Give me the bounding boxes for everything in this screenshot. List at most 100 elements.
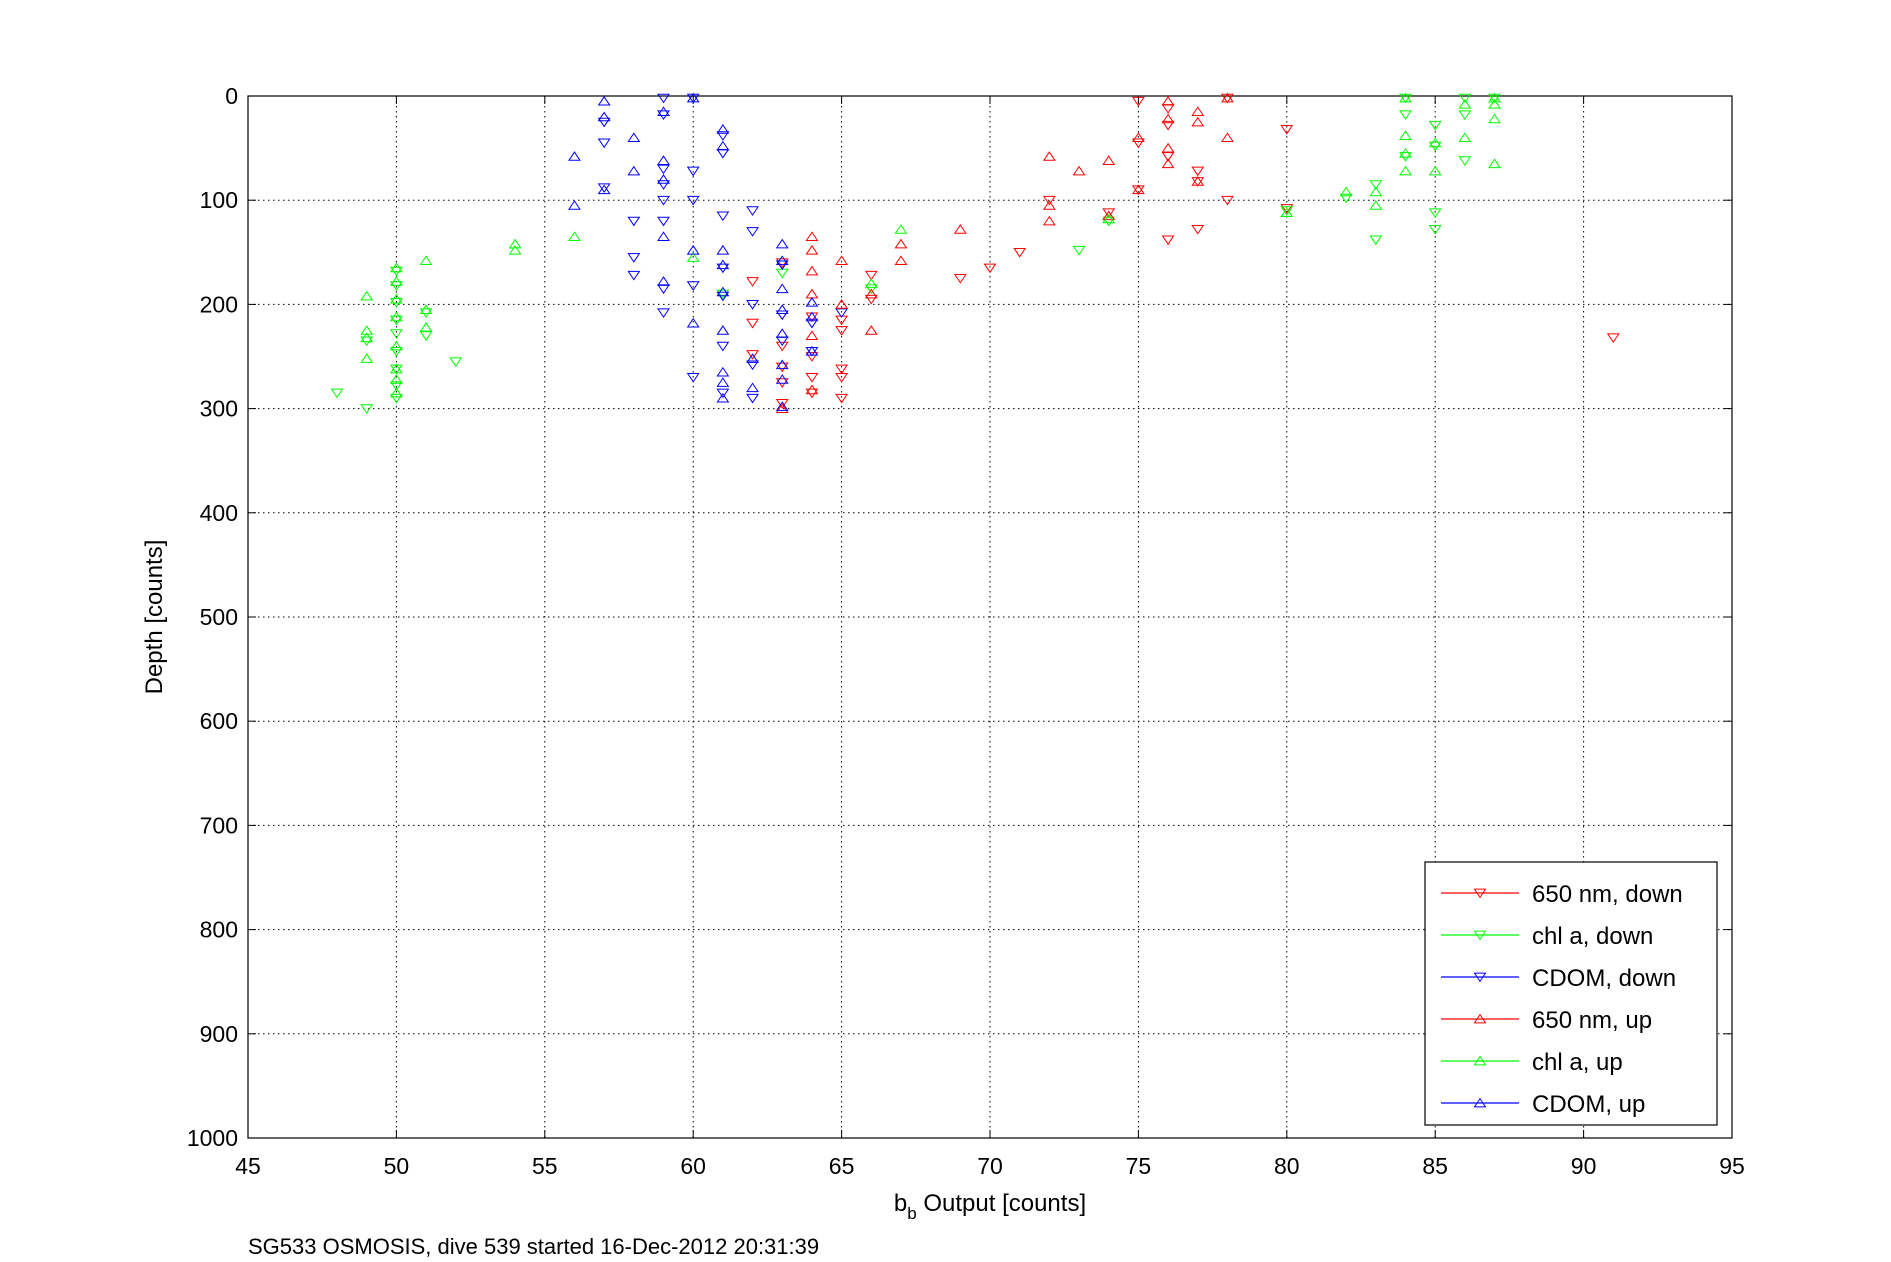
- x-tick-label: 50: [384, 1153, 410, 1179]
- point-650-nm-down: [1280, 204, 1294, 214]
- point-chl-a-down: [419, 331, 433, 341]
- point-cdom-up: [597, 111, 611, 122]
- point-650-nm-down: [835, 364, 849, 375]
- y-tick-label: 200: [200, 291, 238, 317]
- point-650-nm-down: [864, 294, 878, 305]
- point-chl-a-up: [1488, 99, 1501, 109]
- point-cdom-down: [686, 166, 700, 177]
- point-650-nm-up: [1161, 95, 1175, 106]
- legend-item-cdom-up: CDOM, up: [1441, 1091, 1645, 1118]
- figure-caption: SG533 OSMOSIS, dive 539 started 16-Dec-2…: [248, 1234, 819, 1259]
- point-650-nm-up: [1102, 155, 1116, 165]
- point-chl-a-down: [449, 357, 463, 368]
- point-chl-a-up: [1369, 186, 1383, 197]
- point-650-nm-down: [1013, 247, 1027, 258]
- point-650-nm-down: [1161, 152, 1175, 162]
- point-chl-a-down: [1399, 110, 1412, 121]
- y-tick-label: 600: [200, 708, 238, 734]
- point-650-nm-down: [746, 277, 759, 287]
- point-cdom-up: [686, 244, 700, 255]
- point-chl-a-up: [389, 262, 403, 273]
- point-chl-a-up: [1428, 165, 1442, 176]
- point-650-nm-up: [805, 244, 819, 255]
- point-cdom-down: [716, 131, 730, 141]
- y-tick-label: 800: [200, 917, 238, 943]
- point-chl-a-up: [389, 387, 403, 398]
- point-chl-a-up: [360, 332, 374, 343]
- legend-marker: [1473, 1055, 1487, 1066]
- point-650-nm-down: [1102, 208, 1116, 219]
- point-cdom-up: [686, 317, 700, 328]
- point-650-nm-up: [835, 255, 849, 265]
- point-650-nm-up: [1072, 165, 1086, 176]
- point-cdom-down: [805, 318, 819, 329]
- point-chl-a-up: [894, 224, 908, 234]
- x-tick-label: 70: [977, 1153, 1003, 1179]
- point-650-nm-down: [1131, 138, 1145, 149]
- legend-label: CDOM, down: [1532, 965, 1676, 992]
- grid-lines: [248, 96, 1732, 1138]
- point-chl-a-up: [686, 252, 700, 262]
- point-chl-a-up: [389, 374, 403, 384]
- point-cdom-down: [657, 216, 670, 227]
- point-chl-a-down: [389, 393, 403, 404]
- point-650-nm-down: [775, 258, 789, 269]
- point-cdom-up: [597, 95, 611, 106]
- legend-marker: [1473, 930, 1487, 941]
- point-cdom-up: [716, 366, 730, 377]
- point-650-nm-up: [1191, 176, 1205, 186]
- x-tick-label: 60: [680, 1153, 706, 1179]
- point-chl-a-down: [864, 284, 878, 295]
- point-cdom-up: [657, 174, 670, 184]
- point-chl-a-down: [1369, 235, 1383, 246]
- x-tick-label: 90: [1571, 1153, 1597, 1179]
- legend-item-chl-a-down: chl a, down: [1441, 923, 1653, 950]
- point-cdom-down: [657, 164, 670, 175]
- point-chl-a-down: [389, 381, 403, 391]
- point-cdom-up: [746, 353, 759, 363]
- point-chl-a-up: [360, 353, 374, 363]
- x-tick-labels: 45 50 55 60 65 70 75 80 85 90 95: [235, 1153, 1745, 1179]
- point-chl-a-down: [389, 329, 403, 339]
- legend-box: [1424, 861, 1718, 1126]
- point-650-nm-down: [1161, 120, 1175, 131]
- point-chl-a-up: [1102, 213, 1116, 224]
- point-chl-a-up: [360, 325, 374, 335]
- point-chl-a-up: [1488, 158, 1501, 169]
- point-chl-a-up: [389, 340, 403, 351]
- point-chl-a-up: [508, 244, 522, 255]
- point-650-nm-down: [1221, 195, 1234, 206]
- point-cdom-down: [686, 372, 700, 383]
- point-cdom-up: [716, 377, 730, 387]
- point-650-nm-up: [805, 384, 819, 395]
- legend-marker: [1473, 972, 1487, 983]
- x-tick-label: 45: [235, 1153, 261, 1179]
- point-cdom-down: [746, 206, 759, 216]
- point-cdom-down: [657, 195, 670, 206]
- point-cdom-up: [627, 165, 641, 176]
- point-650-nm-up: [1042, 215, 1056, 226]
- point-cdom-down: [597, 183, 611, 193]
- point-cdom-up: [716, 259, 730, 270]
- point-chl-a-up: [1339, 186, 1353, 197]
- y-tick-label: 700: [200, 812, 238, 838]
- point-chl-a-up: [1399, 130, 1412, 140]
- point-650-nm-down: [835, 393, 849, 404]
- point-chl-a-up: [568, 231, 581, 242]
- point-650-nm-down: [805, 352, 819, 362]
- point-chl-a-up: [1428, 137, 1442, 148]
- point-650-nm-down: [775, 341, 789, 352]
- point-cdom-down: [657, 180, 670, 190]
- legend-item-cdom-down: CDOM, down: [1441, 965, 1676, 992]
- y-tick-label: 900: [200, 1021, 238, 1047]
- point-cdom-down: [716, 341, 730, 352]
- point-650-nm-up: [894, 255, 908, 265]
- point-650-nm-down: [1280, 124, 1294, 135]
- point-650-nm-up: [1131, 184, 1145, 195]
- legend-item-chl-a-up: chl a, up: [1441, 1049, 1623, 1076]
- y-tick-label: 100: [200, 187, 238, 213]
- point-chl-a-up: [389, 276, 403, 286]
- point-650-nm-up: [864, 325, 878, 335]
- point-cdom-up: [805, 345, 819, 356]
- point-650-nm-up: [1191, 106, 1205, 116]
